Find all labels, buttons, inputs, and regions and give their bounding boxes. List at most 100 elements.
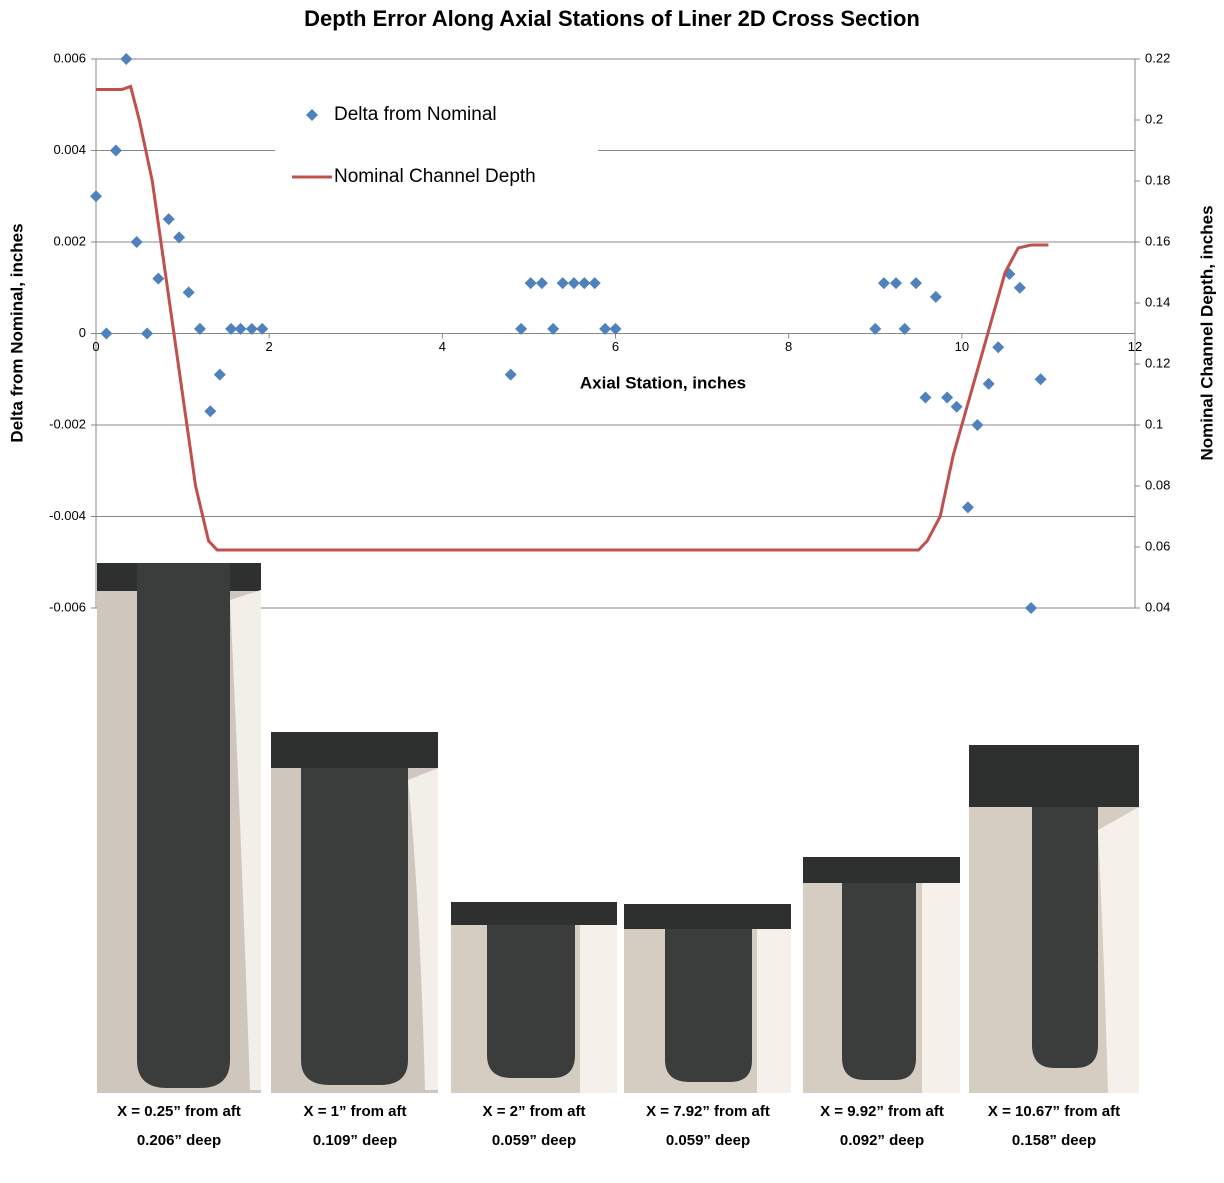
y-tick-label: 0.006 [53, 50, 86, 65]
y-tick-label: -0.006 [49, 599, 86, 614]
data-point [890, 277, 903, 290]
data-point [919, 391, 932, 404]
y2-tick-label: 0.22 [1145, 50, 1170, 65]
data-point [877, 277, 890, 290]
data-point [609, 322, 622, 335]
data-point [225, 322, 238, 335]
data-point [109, 144, 122, 157]
photo-caption: X = 0.25” from aft [117, 1103, 241, 1120]
photo [451, 902, 617, 1093]
photo [97, 563, 261, 1093]
data-point [524, 277, 537, 290]
y2-tick-label: 0.18 [1145, 172, 1170, 187]
y2-tick-label: 0.16 [1145, 233, 1170, 248]
data-point [982, 377, 995, 390]
data-point [504, 368, 517, 381]
data-point [1013, 281, 1026, 294]
photo [271, 732, 438, 1093]
photo [624, 904, 791, 1093]
plot: 0.0060.0040.0020-0.002-0.004-0.0060.220.… [49, 50, 1170, 614]
legend: Delta from Nominal Nominal Channel Depth [275, 88, 598, 208]
data-point [1034, 373, 1047, 386]
y2-tick-label: 0.1 [1145, 416, 1163, 431]
photos: X = 0.25” from aft 0.206” deep X = 1” from… [97, 563, 1139, 1149]
y-tick-label: 0.002 [53, 233, 86, 248]
data-point [120, 53, 133, 65]
photo-caption: 0.109” deep [313, 1132, 397, 1149]
x-tick-label: 2 [266, 339, 273, 354]
photo-caption: 0.092” deep [840, 1132, 924, 1149]
y2-tick-label: 0.04 [1145, 599, 1170, 614]
data-point [941, 391, 954, 404]
data-point [100, 327, 113, 340]
chart-title: Depth Error Along Axial Stations of Line… [304, 6, 920, 31]
y-tick-label: 0 [79, 325, 86, 340]
data-point [971, 419, 984, 431]
data-point [535, 277, 548, 290]
y-axis-title: Delta from Nominal, inches [7, 223, 26, 442]
data-point [961, 501, 974, 514]
photo-caption: 0.158” deep [1012, 1132, 1096, 1149]
x-axis-title: Axial Station, inches [580, 373, 746, 392]
data-point [567, 277, 580, 290]
photo [969, 745, 1139, 1093]
y-tick-label: -0.004 [49, 508, 86, 523]
data-point [213, 368, 226, 381]
legend-box [275, 88, 598, 208]
y2-tick-label: 0.08 [1145, 477, 1170, 492]
x-tick-label: 10 [955, 339, 969, 354]
x-tick-label: 4 [439, 339, 446, 354]
x-tick-label: 6 [612, 339, 619, 354]
data-point [141, 327, 154, 340]
data-point [182, 286, 195, 299]
data-point [204, 405, 217, 418]
data-point [547, 322, 560, 335]
photo-caption: X = 10.67” from aft [988, 1103, 1120, 1120]
x-tick-label: 8 [785, 339, 792, 354]
data-point [234, 322, 247, 335]
y2-tick-label: 0.2 [1145, 111, 1163, 126]
data-point [909, 277, 922, 290]
photo-caption: X = 7.92” from aft [646, 1103, 770, 1120]
data-point [1025, 602, 1038, 614]
photo [803, 857, 960, 1093]
data-point [173, 231, 186, 244]
data-point [152, 272, 165, 285]
data-point [193, 322, 206, 335]
photo-caption: 0.059” deep [492, 1132, 576, 1149]
data-point [245, 322, 258, 335]
data-point [929, 290, 942, 303]
y-tick-label: -0.002 [49, 416, 86, 431]
data-point [515, 322, 528, 335]
x-tick-label: 12 [1128, 339, 1142, 354]
data-point [90, 190, 102, 203]
legend-label: Delta from Nominal [334, 104, 497, 125]
data-point [556, 277, 569, 290]
y2-tick-label: 0.14 [1145, 294, 1170, 309]
data-point [599, 322, 612, 335]
y-tick-label: 0.004 [53, 142, 86, 157]
data-point [588, 277, 601, 290]
data-point [950, 400, 963, 413]
photo-caption: 0.059” deep [666, 1132, 750, 1149]
data-point [130, 236, 143, 248]
legend-swatch [306, 109, 318, 121]
y2-axis-title: Nominal Channel Depth, inches [1197, 205, 1216, 460]
legend-label: Nominal Channel Depth [334, 166, 536, 187]
photo-caption: X = 9.92” from aft [820, 1103, 944, 1120]
data-point [992, 341, 1005, 354]
data-line [96, 84, 1049, 552]
y2-tick-label: 0.06 [1145, 538, 1170, 553]
data-point [162, 213, 175, 226]
photo-caption: X = 1” from aft [304, 1103, 407, 1120]
x-tick-label: 0 [92, 339, 99, 354]
photo-caption: 0.206” deep [137, 1132, 221, 1149]
data-point [898, 322, 911, 335]
data-point [256, 322, 269, 335]
y2-tick-label: 0.12 [1145, 355, 1170, 370]
data-point [869, 322, 882, 335]
photo-caption: X = 2” from aft [483, 1103, 586, 1120]
data-point [578, 277, 591, 290]
